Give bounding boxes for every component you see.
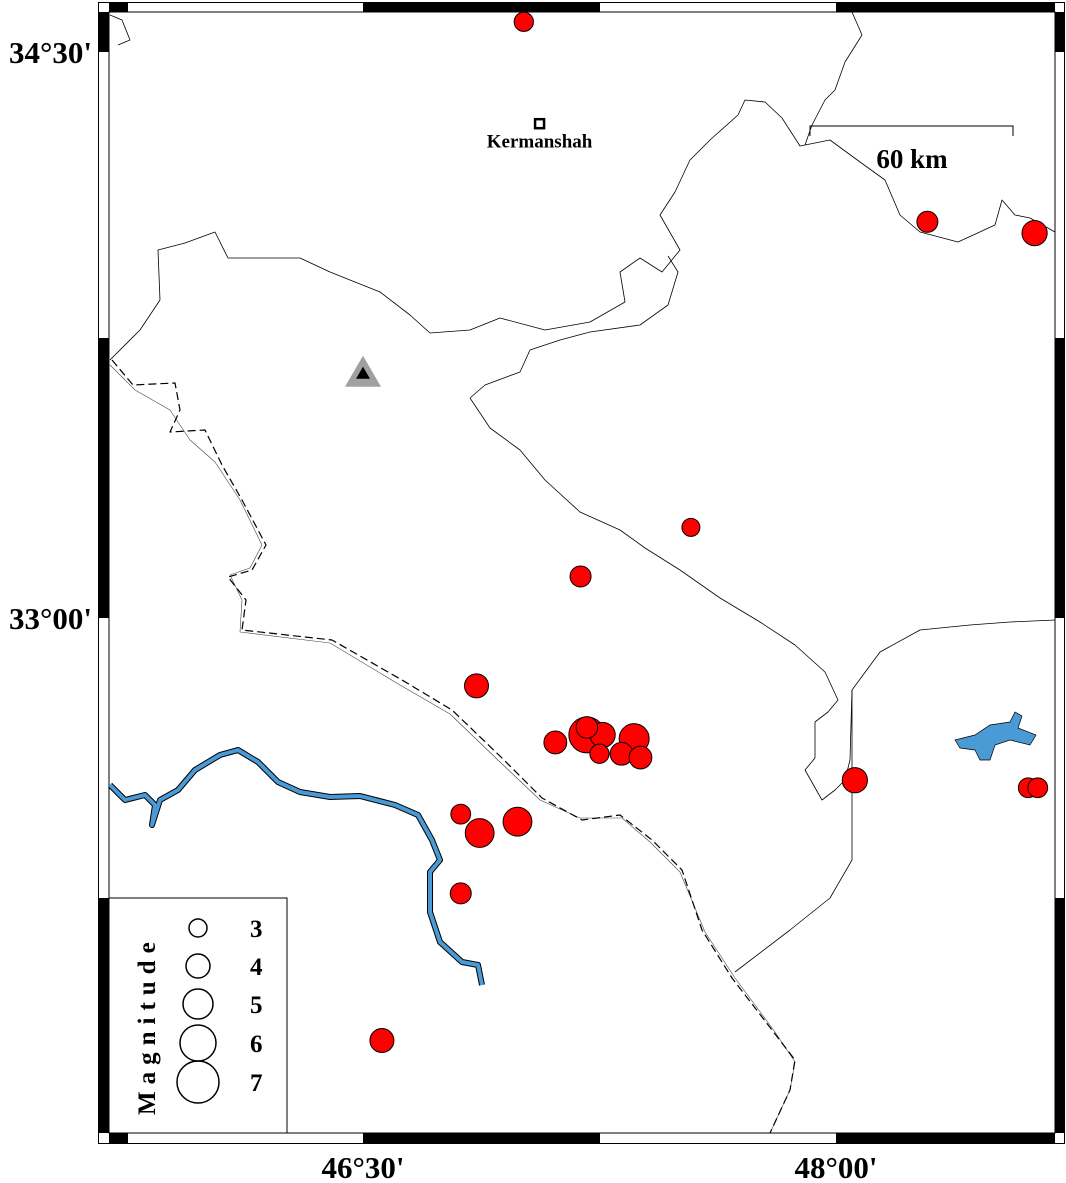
frame-band: [836, 1133, 1055, 1143]
earthquake-marker: [681, 517, 701, 537]
earthquake-marker: [449, 882, 472, 905]
international-border-solid: [109, 364, 796, 1134]
lake: [954, 711, 1037, 761]
province-border: [109, 14, 131, 46]
scale-bar: 60 km: [809, 125, 1014, 174]
earthquake-marker: [369, 1028, 395, 1054]
legend-label: 3: [250, 916, 263, 943]
province-border: [804, 11, 863, 146]
lat-label: 34°30': [9, 35, 92, 70]
lon-label: 46°30': [321, 1150, 404, 1183]
axis-labels: 34°30' 33°00' 46°30' 48°00': [9, 35, 877, 1183]
earthquake-marker: [450, 803, 472, 825]
earthquake-marker: [513, 11, 534, 32]
lat-label: 33°00': [9, 601, 92, 636]
province-border: [469, 255, 679, 399]
frame-band: [99, 12, 109, 52]
province-border: [469, 397, 1056, 801]
frame-band: [1055, 12, 1065, 52]
legend-label: 5: [250, 992, 263, 1019]
frame-band: [1055, 338, 1065, 618]
city-square-icon: [533, 117, 546, 130]
earthquake-marker: [502, 806, 533, 837]
river: [107, 747, 485, 986]
earthquake-marker: [464, 818, 495, 848]
province-borders: [109, 11, 1056, 1134]
earthquake-layer: [369, 11, 1049, 1054]
earthquake-marker: [464, 673, 490, 699]
earthquake-marker: [628, 745, 653, 770]
earthquake-marker: [916, 210, 939, 233]
legend-circle: [185, 953, 211, 979]
frame-band: [109, 1133, 128, 1143]
legend-title: Magnitude: [134, 935, 161, 1115]
legend-circle: [176, 1060, 220, 1104]
legend-circle: [182, 988, 214, 1020]
legend-circle: [188, 918, 208, 938]
station-triangle-icon: [345, 355, 381, 387]
frame-band: [363, 1133, 600, 1143]
legend-label: 7: [250, 1070, 263, 1097]
earthquake-marker: [1021, 220, 1048, 247]
station-inner-triangle: [356, 366, 370, 379]
frame-band: [1055, 898, 1065, 1133]
lon-label: 48°00': [794, 1150, 877, 1183]
frame-band: [836, 3, 1055, 12]
city-kermanshah: Kermanshah: [487, 117, 593, 153]
legend-label: 4: [250, 954, 263, 981]
earthquake-marker: [1027, 777, 1049, 799]
magnitude-legend: Magnitude 3 4 5 6 7: [108, 897, 288, 1134]
earthquake-marker: [841, 767, 868, 794]
frame-band: [99, 338, 109, 618]
frame-band: [363, 3, 600, 12]
city-label: Kermanshah: [487, 132, 593, 153]
earthquake-marker: [569, 565, 592, 588]
earthquake-marker: [543, 730, 568, 755]
scale-bar-label: 60 km: [876, 144, 948, 174]
earthquake-marker: [589, 743, 610, 764]
earthquake-marker: [575, 716, 599, 739]
frame-band: [109, 3, 128, 12]
frame-band: [99, 898, 109, 1133]
province-border: [734, 690, 853, 973]
legend-label: 6: [250, 1031, 263, 1058]
international-border-dashed: [111, 359, 796, 1134]
